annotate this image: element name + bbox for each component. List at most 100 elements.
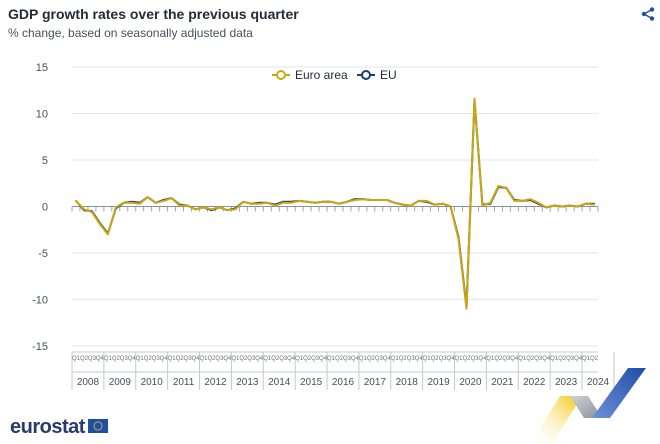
quarter-label: Q4 — [415, 356, 424, 362]
quarter-label: Q3 — [247, 356, 256, 362]
year-label: 2018 — [396, 377, 419, 388]
series-lines — [75, 97, 595, 310]
legend-marker — [276, 70, 286, 80]
quarter-label: Q3 — [215, 356, 224, 362]
quarter-label: Q2 — [112, 356, 121, 362]
quarter-label: Q4 — [542, 356, 551, 362]
year-label: 2015 — [300, 377, 323, 388]
quarter-label: Q3 — [534, 356, 543, 362]
quarter-label: Q1 — [72, 356, 81, 362]
quarter-label: Q3 — [407, 356, 416, 362]
quarter-label: Q3 — [120, 356, 129, 362]
quarter-label: Q3 — [311, 356, 320, 362]
quarter-label: Q3 — [375, 356, 384, 362]
year-label: 2008 — [77, 377, 100, 388]
quarter-label: Q1 — [359, 356, 368, 362]
year-label: 2016 — [332, 377, 355, 388]
eu-flag-icon — [88, 419, 108, 433]
quarter-label: Q1 — [423, 356, 432, 362]
y-tick-label: 10 — [36, 109, 48, 121]
legend: Euro area EU — [272, 68, 397, 82]
y-tick-label: -15 — [32, 341, 48, 353]
quarter-label: Q3 — [152, 356, 161, 362]
year-label: 2014 — [268, 377, 291, 388]
chart-subtitle: % change, based on seasonally adjusted d… — [8, 26, 253, 40]
year-label: 2011 — [173, 377, 195, 388]
quarter-label: Q1 — [168, 356, 177, 362]
quarter-label: Q1 — [582, 356, 591, 362]
quarter-label: Q2 — [526, 356, 535, 362]
quarter-label: Q2 — [431, 356, 440, 362]
y-tick-label: 5 — [42, 155, 48, 167]
quarter-label: Q3 — [566, 356, 575, 362]
quarter-label: Q1 — [104, 356, 113, 362]
share-icon[interactable] — [640, 6, 656, 22]
quarter-label: Q3 — [184, 356, 193, 362]
legend-marker — [361, 70, 371, 80]
legend-label: Euro area — [295, 68, 348, 82]
year-label: 2009 — [109, 377, 132, 388]
year-label: 2013 — [236, 377, 259, 388]
year-label: 2020 — [459, 377, 482, 388]
quarter-label: Q4 — [128, 356, 137, 362]
year-label: 2022 — [523, 377, 546, 388]
quarter-label: Q2 — [239, 356, 248, 362]
y-axis: 15 10 5 0 -5 -10 -15 — [32, 62, 48, 353]
quarter-label: Q2 — [590, 356, 599, 362]
quarter-label: Q2 — [494, 356, 503, 362]
quarter-label: Q1 — [263, 356, 272, 362]
quarter-label: Q2 — [399, 356, 408, 362]
quarter-label: Q1 — [295, 356, 304, 362]
quarter-label: Q2 — [271, 356, 280, 362]
year-label: 2017 — [364, 377, 387, 388]
chart-title: GDP growth rates over the previous quart… — [8, 6, 299, 22]
quarter-label: Q4 — [192, 356, 201, 362]
quarter-label: Q2 — [303, 356, 312, 362]
quarter-label: Q4 — [160, 356, 169, 362]
eurostat-logo: eurostat — [10, 416, 85, 438]
year-label: 2010 — [141, 377, 164, 388]
quarter-label: Q2 — [558, 356, 567, 362]
quarter-label: Q3 — [502, 356, 511, 362]
quarter-label: Q1 — [231, 356, 240, 362]
quarter-label: Q4 — [223, 356, 232, 362]
year-label: 2019 — [427, 377, 450, 388]
quarter-label: Q2 — [80, 356, 89, 362]
year-label: 2023 — [555, 377, 578, 388]
quarter-label: Q1 — [136, 356, 145, 362]
quarter-label: Q4 — [383, 356, 392, 362]
quarter-label: Q2 — [144, 356, 153, 362]
legend-label: EU — [380, 68, 397, 82]
quarter-label: Q4 — [447, 356, 456, 362]
year-label: 2021 — [491, 377, 514, 388]
quarter-label: Q1 — [327, 356, 336, 362]
y-tick-label: -10 — [32, 295, 48, 307]
quarter-label: Q4 — [351, 356, 360, 362]
quarter-label: Q4 — [478, 356, 487, 362]
quarter-label: Q2 — [462, 356, 471, 362]
quarter-label: Q3 — [343, 356, 352, 362]
quarter-label: Q1 — [518, 356, 527, 362]
quarter-label: Q4 — [510, 356, 519, 362]
quarter-label: Q4 — [287, 356, 296, 362]
x-axis: Q1 Q2 Q3 Q4 Q1 Q2 Q3 Q4 Q1 Q2 Q3 Q4 Q1 Q2 Q3 Q4 Q1 Q2 Q3 Q4… — [71, 206, 615, 390]
quarter-label: Q2 — [367, 356, 376, 362]
year-label: 2024 — [587, 377, 610, 388]
quarter-label: Q2 — [207, 356, 216, 362]
year-label: 2012 — [204, 377, 227, 388]
quarter-label: Q1 — [550, 356, 559, 362]
quarter-label: Q4 — [96, 356, 105, 362]
quarter-label: Q4 — [255, 356, 264, 362]
quarter-label: Q1 — [199, 356, 208, 362]
quarter-label: Q1 — [455, 356, 464, 362]
decorative-graphic — [530, 368, 646, 444]
quarter-label: Q1 — [486, 356, 495, 362]
quarter-label: Q3 — [439, 356, 448, 362]
y-tick-label: 15 — [36, 62, 48, 74]
quarter-label: Q2 — [335, 356, 344, 362]
quarter-label: Q4 — [319, 356, 328, 362]
y-tick-label: 0 — [42, 202, 48, 214]
quarter-label: Q2 — [176, 356, 185, 362]
quarter-label: Q4 — [574, 356, 583, 362]
